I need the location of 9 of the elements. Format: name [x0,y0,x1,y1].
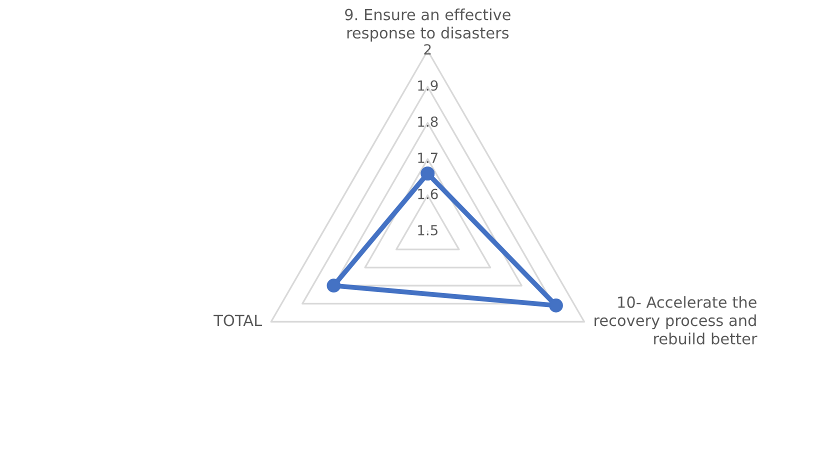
y-tick-label: 1.7 [418,152,438,163]
y-tick-label: 1.9 [418,80,438,91]
spoke-label: TOTAL [214,314,262,326]
spoke-label: 9. Ensure an effective response to disasters [345,8,510,42]
y-tick-label: 1.8 [418,116,438,127]
y-tick-label: 1.5 [418,225,438,236]
y-tick-label: 2 [424,44,431,54]
y-tick-label: 1.6 [418,188,438,200]
spoke-label: 10- Accelerate the recovery process and rebuild better [594,296,758,344]
